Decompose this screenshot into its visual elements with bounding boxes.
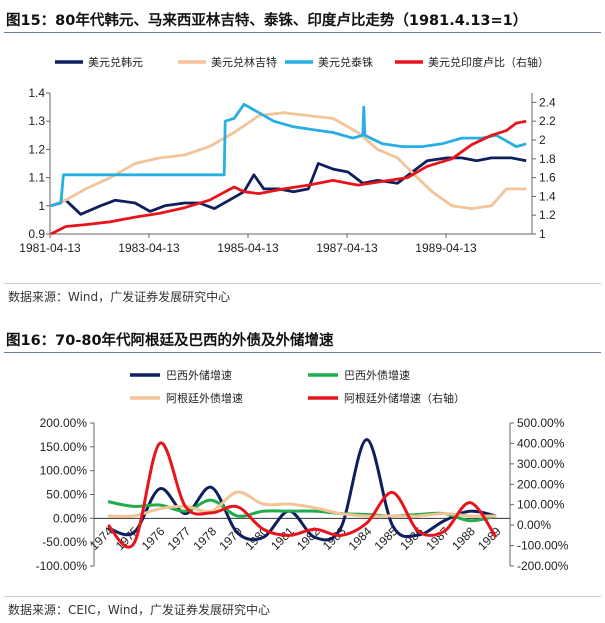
y2-tick-label: 300.00% — [517, 457, 565, 471]
y-tick-label: 1.4 — [28, 86, 45, 100]
x-tick-label: 1988 — [449, 524, 478, 553]
y2-tick-label: -100.00% — [517, 539, 569, 553]
series-line — [50, 102, 527, 208]
series-line — [107, 498, 497, 523]
figure1-title: 图15：80年代韩元、马来西亚林吉特、泰铢、印度卢比走势（1981.4.13=1… — [6, 13, 528, 29]
y-tick-label: -50.00% — [42, 535, 87, 549]
y2-tick-label: 1.2 — [539, 208, 556, 222]
source-divider — [4, 283, 601, 284]
y2-tick-label: 1.4 — [539, 189, 556, 203]
x-tick-label: 1976 — [139, 524, 168, 553]
x-tick-label: 1978 — [190, 524, 219, 553]
legend-label: 阿根廷外储增速（右轴） — [344, 391, 465, 405]
legend-label: 阿根廷外债增速 — [166, 391, 243, 405]
series-line — [50, 119, 527, 236]
legend-label: 巴西外储增速 — [166, 368, 232, 382]
source-divider — [4, 596, 601, 597]
y2-tick-label: 2.2 — [539, 114, 556, 128]
y-tick-label: 1.2 — [28, 142, 45, 156]
y-tick-label: 1 — [38, 199, 45, 213]
y2-tick-label: 400.00% — [517, 436, 565, 450]
figure1-source: 数据来源：Wind，广发证券发展研究中心 — [8, 290, 231, 304]
x-tick-label: 1985-04-13 — [217, 241, 279, 255]
title-divider — [4, 352, 601, 353]
y-tick-label: -100.00% — [36, 559, 88, 573]
x-tick-label: 1985 — [372, 524, 401, 553]
x-tick-label: 1989-04-13 — [415, 241, 477, 255]
y2-tick-label: 2 — [539, 133, 546, 147]
series-line — [50, 156, 527, 216]
x-tick-label: 1977 — [165, 524, 194, 553]
y2-tick-label: 1.6 — [539, 171, 556, 185]
legend-label: 巴西外债增速 — [344, 368, 410, 382]
y2-tick-label: 2.4 — [539, 95, 556, 109]
figure2-source: 数据来源：CEIC，Wind，广发证券发展研究中心 — [8, 603, 271, 617]
series-line — [106, 441, 498, 549]
y2-tick-label: 0.00% — [517, 518, 551, 532]
legend-label: 美元兑林吉特 — [211, 55, 277, 69]
title-divider — [4, 32, 601, 33]
x-tick-label: 1986 — [397, 524, 426, 553]
y-tick-label: 150.00% — [40, 440, 88, 454]
legend-label: 美元兑印度卢比（右轴） — [428, 55, 549, 69]
y-tick-label: 50.00% — [46, 488, 87, 502]
y2-tick-label: 1 — [539, 227, 546, 241]
y2-tick-label: 1.8 — [539, 152, 556, 166]
y-tick-label: 0.9 — [28, 227, 45, 241]
chart-currency-trends: 美元兑韩元 美元兑林吉特 美元兑泰铢 美元兑印度卢比（右轴） 0.9 1 1.1 1.2 1.3… — [19, 55, 556, 255]
y2-tick-label: 500.00% — [517, 416, 565, 430]
y-tick-label: 1.1 — [28, 171, 45, 185]
x-tick-label: 1979 — [216, 524, 245, 553]
y-tick-label: 100.00% — [40, 464, 88, 478]
x-tick-label: 1983-04-13 — [118, 241, 180, 255]
y-tick-label: 200.00% — [40, 416, 88, 430]
legend-label: 美元兑韩元 — [88, 55, 143, 69]
series-line — [107, 438, 497, 542]
series-line — [50, 111, 527, 210]
series-line — [107, 490, 497, 518]
y-tick-label: 0.00% — [53, 511, 87, 525]
y2-tick-label: 100.00% — [517, 498, 565, 512]
figure2-title: 图16：70-80年代阿根廷及巴西的外债及外储增速 — [6, 333, 334, 349]
x-tick-label: 1981-04-13 — [19, 241, 81, 255]
y-tick-label: 1.3 — [28, 114, 45, 128]
x-tick-label: 1987-04-13 — [316, 241, 378, 255]
legend-label: 美元兑泰铢 — [318, 55, 373, 69]
y2-tick-label: -200.00% — [517, 559, 569, 573]
y2-tick-label: 200.00% — [517, 477, 565, 491]
